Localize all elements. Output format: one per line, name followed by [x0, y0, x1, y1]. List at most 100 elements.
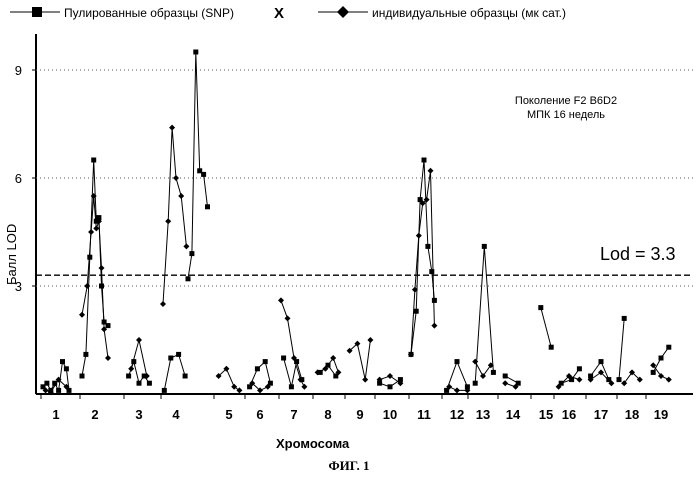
data-point-diamond — [55, 376, 62, 383]
data-point-square — [247, 384, 253, 390]
y-tick-label: 6 — [15, 171, 22, 186]
x-tick-label-chr-17: 17 — [594, 407, 608, 422]
x-tick-label-chr-8: 8 — [324, 407, 331, 422]
data-point-square — [254, 366, 260, 372]
data-point-square — [96, 215, 102, 221]
data-point-square — [105, 323, 111, 329]
data-point-diamond — [629, 369, 635, 376]
data-point-diamond — [84, 283, 91, 289]
x-tick-label-chr-15: 15 — [539, 407, 553, 422]
x-tick-label-chr-3: 3 — [135, 407, 142, 422]
data-point-diamond — [93, 225, 100, 232]
data-point-square — [281, 355, 287, 361]
data-point-square — [569, 377, 575, 383]
data-point-diamond — [231, 383, 238, 390]
data-point-square — [377, 380, 383, 386]
data-point-diamond — [105, 355, 111, 361]
series-line — [349, 339, 371, 380]
data-point-square — [621, 315, 627, 321]
series-line — [163, 353, 186, 391]
data-point-diamond — [598, 369, 604, 376]
data-point-diamond — [291, 355, 297, 361]
data-point-diamond — [95, 218, 102, 225]
legend: Пулированные образцы (SNP) X индивидуаль… — [10, 5, 566, 22]
series-line — [218, 367, 240, 391]
figure-caption: ФИГ. 1 — [328, 458, 369, 473]
data-point-square — [66, 387, 72, 393]
data-point-diamond — [419, 200, 426, 207]
series-line — [187, 51, 208, 279]
data-point-square — [616, 377, 622, 383]
series-line — [317, 356, 339, 373]
data-point-diamond — [431, 322, 438, 329]
x-tick-labels: 1 2 3 4 5 6 7 8 9 10 11 12 13 14 15 16 17 18 19 — [40, 394, 668, 422]
data-point-square — [44, 380, 50, 386]
data-point-diamond — [464, 387, 471, 394]
x-tick-label-chr-4: 4 — [172, 407, 180, 422]
data-point-square — [294, 359, 300, 365]
data-point-square — [52, 380, 58, 386]
data-point-square — [421, 157, 427, 163]
data-point-square — [548, 344, 554, 350]
x-tick-label-chr-19: 19 — [654, 407, 668, 422]
data-point-square — [429, 269, 435, 275]
data-point-diamond — [411, 286, 418, 293]
data-point-square — [454, 359, 460, 365]
data-point-square — [558, 380, 564, 386]
data-point-diamond — [90, 193, 97, 199]
y-tick-labels: 3 6 9 — [15, 63, 36, 294]
data-point-square — [515, 380, 521, 386]
data-point-diamond — [330, 355, 337, 361]
x-tick-label-chr-14: 14 — [506, 407, 521, 422]
y-axis-title: Балл LOD — [4, 224, 19, 285]
data-point-diamond — [42, 387, 49, 394]
data-point-square — [63, 366, 69, 372]
data-point-diamond — [297, 376, 304, 383]
data-point-diamond — [301, 383, 308, 390]
data-point-diamond — [576, 376, 583, 383]
y-tick-label: 9 — [15, 63, 22, 78]
data-point-square — [83, 351, 89, 357]
data-point-square — [444, 387, 450, 393]
data-point-diamond — [47, 389, 54, 396]
data-point-diamond — [335, 369, 342, 376]
data-point-diamond — [223, 365, 230, 372]
data-point-square — [464, 384, 470, 390]
data-point-square — [481, 243, 487, 249]
data-point-diamond — [487, 362, 494, 369]
data-point-square — [413, 308, 419, 314]
data-point-diamond — [236, 387, 243, 394]
data-point-diamond — [264, 383, 271, 390]
data-point-square — [40, 384, 46, 390]
x-tick-label-chr-5: 5 — [225, 407, 232, 422]
x-tick-label-chr-10: 10 — [383, 407, 397, 422]
data-point-diamond — [376, 376, 383, 383]
data-point-square — [431, 297, 437, 303]
data-point-diamond — [215, 373, 222, 379]
data-point-diamond — [587, 376, 594, 383]
data-point-diamond — [512, 383, 519, 390]
data-point-diamond — [387, 373, 393, 379]
series-line — [618, 318, 625, 380]
data-point-diamond — [665, 376, 672, 383]
data-point-square — [99, 283, 104, 289]
data-point-diamond — [608, 380, 615, 387]
data-point-square — [658, 355, 664, 361]
data-point-diamond — [136, 337, 142, 343]
data-point-square — [417, 197, 423, 203]
data-point-square — [472, 380, 478, 386]
data-point-square — [136, 380, 142, 386]
data-point-square — [60, 359, 65, 365]
data-point-square — [387, 384, 393, 390]
data-point-square — [262, 359, 268, 365]
data-point-diamond — [284, 315, 291, 322]
data-point-diamond — [257, 387, 263, 394]
data-point-square — [333, 373, 339, 379]
data-point-square — [576, 366, 582, 372]
legend-label-pooled: Пулированные образцы (SNP) — [64, 6, 234, 20]
data-point-diamond — [88, 229, 95, 235]
data-point-diamond — [128, 365, 135, 372]
data-point-square — [538, 305, 544, 311]
data-point-square — [131, 359, 137, 365]
